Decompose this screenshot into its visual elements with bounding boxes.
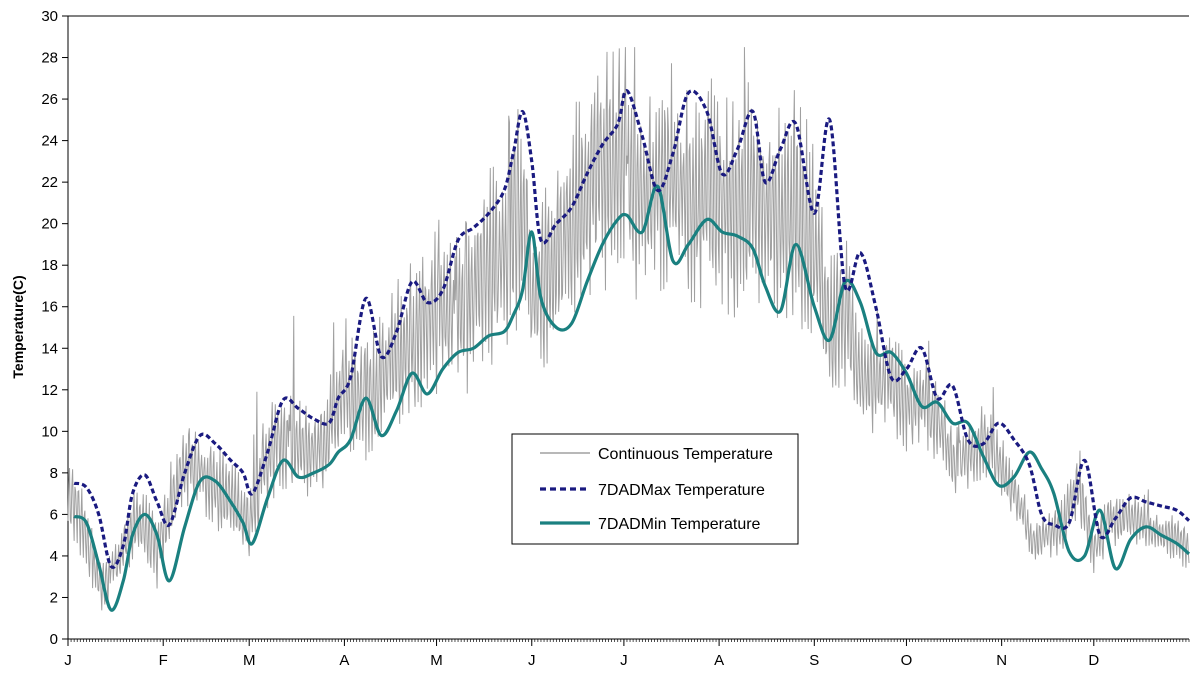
x-tick-label: F: [159, 652, 168, 669]
y-tick-label: 24: [41, 133, 58, 150]
seven-dadmin-line: [73, 184, 1191, 612]
x-tick-label: N: [996, 652, 1007, 669]
y-tick-label: 28: [41, 50, 58, 67]
x-tick-label: O: [901, 652, 913, 669]
x-tick-label: M: [243, 652, 256, 669]
y-tick-label: 4: [50, 548, 58, 565]
continuous-temperature-line: [67, 47, 1190, 611]
x-tick-label: J: [64, 652, 72, 669]
plot-series: [67, 47, 1191, 612]
y-tick-label: 30: [41, 8, 58, 25]
y-axis-title: Temperature(C): [10, 275, 26, 378]
y-tick-label: 2: [50, 589, 58, 606]
legend-label: 7DADMax Temperature: [598, 482, 765, 499]
y-tick-label: 22: [41, 174, 58, 191]
y-tick-label: 18: [41, 257, 58, 274]
legend: Continuous Temperature 7DADMax Temperatur…: [511, 433, 799, 545]
x-tick-label: S: [809, 652, 819, 669]
x-minor-ticks: [67, 639, 1190, 642]
y-tick-label: 20: [41, 216, 58, 233]
legend-label: Continuous Temperature: [598, 446, 773, 463]
x-tick-label: A: [339, 652, 349, 669]
y-tick-label: 14: [41, 340, 58, 357]
y-tick-label: 8: [50, 465, 58, 482]
y-tick-label: 10: [41, 423, 58, 440]
y-tick-label: 6: [50, 506, 58, 523]
x-tick-label: J: [528, 652, 536, 669]
x-tick-label: D: [1088, 652, 1099, 669]
x-tick-label: M: [430, 652, 443, 669]
x-tick-label: A: [714, 652, 724, 669]
y-tick-label: 12: [41, 382, 58, 399]
y-tick-label: 16: [41, 299, 58, 316]
seven-dadmax-line: [73, 89, 1191, 570]
legend-label: 7DADMin Temperature: [598, 516, 761, 533]
y-tick-label: 0: [50, 631, 58, 648]
y-tick-label: 26: [41, 91, 58, 108]
x-tick-label: J: [620, 652, 628, 669]
